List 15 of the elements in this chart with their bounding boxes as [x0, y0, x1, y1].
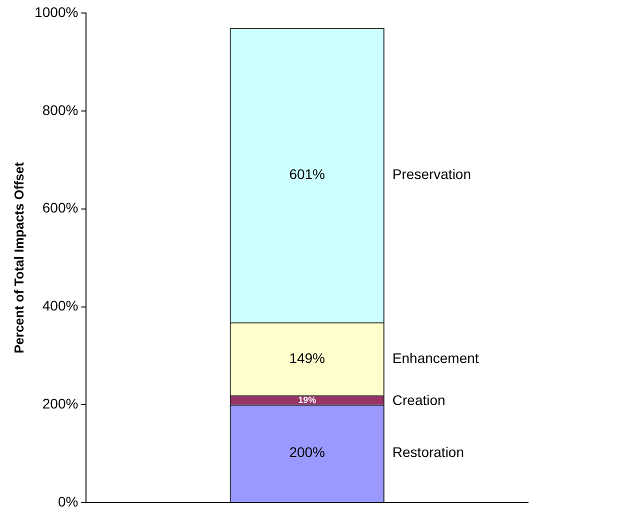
series-label: Creation [392, 392, 446, 408]
data-label: 149% [289, 350, 326, 366]
y-tick-label: 1000% [34, 4, 78, 20]
y-tick-label: 400% [42, 298, 78, 314]
y-tick-label: 600% [42, 200, 78, 216]
y-tick-label: 800% [42, 102, 78, 118]
y-tick-label: 200% [42, 396, 78, 412]
data-label: 19% [298, 395, 316, 406]
y-tick-label: 0% [58, 493, 78, 510]
y-axis-title: Percent of Total Impacts Offset [11, 162, 26, 354]
data-label: 601% [289, 166, 326, 182]
data-label: 200% [289, 444, 326, 460]
series-label: Enhancement [392, 350, 479, 366]
series-label: Restoration [392, 444, 464, 460]
series-label: Preservation [392, 166, 472, 182]
